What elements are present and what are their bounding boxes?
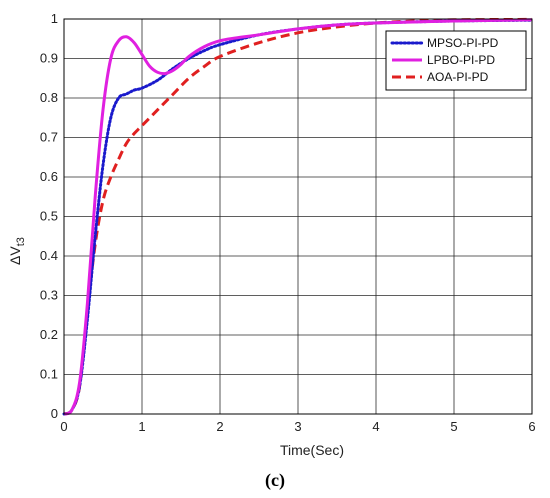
plot-series — [62, 17, 534, 416]
x-tick-label: 4 — [372, 419, 379, 434]
legend-entry: MPSO-PI-PD — [427, 36, 499, 50]
y-tick-label: 0.9 — [40, 51, 58, 66]
y-tick-label: 0.1 — [40, 367, 58, 382]
series-line-lpbo-pi-pd — [63, 18, 533, 416]
y-tick-label: 0.7 — [40, 130, 58, 145]
legend: MPSO-PI-PD LPBO-PI-PD AOA-PI-PD — [385, 30, 527, 91]
plot-frame — [63, 18, 533, 415]
tick-labels: 0 1 2 3 4 5 6 0 0.1 0.2 0.3 0.4 0.5 0.6 0.7 0.8 0.9 1 — [40, 11, 536, 434]
legend-entry: LPBO-PI-PD — [427, 53, 495, 67]
y-tick-label: 0.6 — [40, 169, 58, 184]
y-tick-label: 1 — [51, 11, 58, 26]
y-tick-label: 0 — [51, 406, 58, 421]
y-tick-label: 0.2 — [40, 327, 58, 342]
y-axis-label-main: ΔV — [7, 246, 23, 265]
x-tick-label: 5 — [450, 419, 457, 434]
x-tick-label: 6 — [528, 419, 535, 434]
y-axis-label-subscript: t3 — [15, 237, 27, 246]
y-axis-label: ΔVt3 — [7, 237, 27, 265]
y-tick-label: 0.5 — [40, 209, 58, 224]
x-tick-label: 2 — [216, 419, 223, 434]
y-tick-label: 0.8 — [40, 90, 58, 105]
x-tick-label: 0 — [60, 419, 67, 434]
y-tick-label: 0.3 — [40, 288, 58, 303]
x-tick-label: 3 — [294, 419, 301, 434]
x-axis-label: Time(Sec) — [280, 442, 344, 458]
y-tick-label: 0.4 — [40, 248, 58, 263]
figure-caption: (c) — [265, 470, 285, 491]
legend-entry: AOA-PI-PD — [427, 70, 489, 84]
x-tick-label: 1 — [138, 419, 145, 434]
